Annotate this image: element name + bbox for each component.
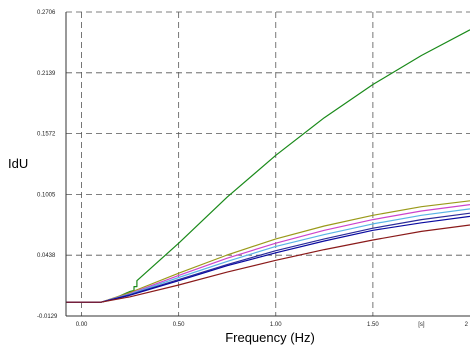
series-line-1 <box>66 29 470 303</box>
x-tick-label: 0.00 <box>76 322 88 328</box>
series-line-6 <box>66 215 470 303</box>
series-lines <box>66 29 470 303</box>
x-tick-label: 1.50 <box>367 322 379 328</box>
y-tick-label: -0.0129 <box>37 314 58 320</box>
x-tick-label: [s] <box>418 322 425 328</box>
y-tick-label: 0.1572 <box>37 132 56 138</box>
x-axis-label: Frequency (Hz) <box>225 330 315 345</box>
y-tick-label: 0.0438 <box>37 253 56 259</box>
tick-labels: -0.0129 0.0438 0.1005 0.1572 0.2139 0.2706 0.0… <box>37 10 469 328</box>
axes <box>65 12 470 317</box>
series-line-2 <box>66 200 470 303</box>
y-axis-label: IdU <box>8 156 28 171</box>
y-tick-label: 0.1005 <box>37 192 56 198</box>
y-tick-label: 0.2139 <box>37 71 56 77</box>
grid-lines <box>66 11 470 316</box>
x-tick-label: 2 <box>465 322 469 328</box>
series-line-7 <box>66 224 470 303</box>
series-line-5 <box>66 212 470 303</box>
x-tick-label: 1.00 <box>270 322 282 328</box>
x-tick-label: 0.50 <box>173 322 185 328</box>
y-tick-label: 0.2706 <box>37 10 56 16</box>
